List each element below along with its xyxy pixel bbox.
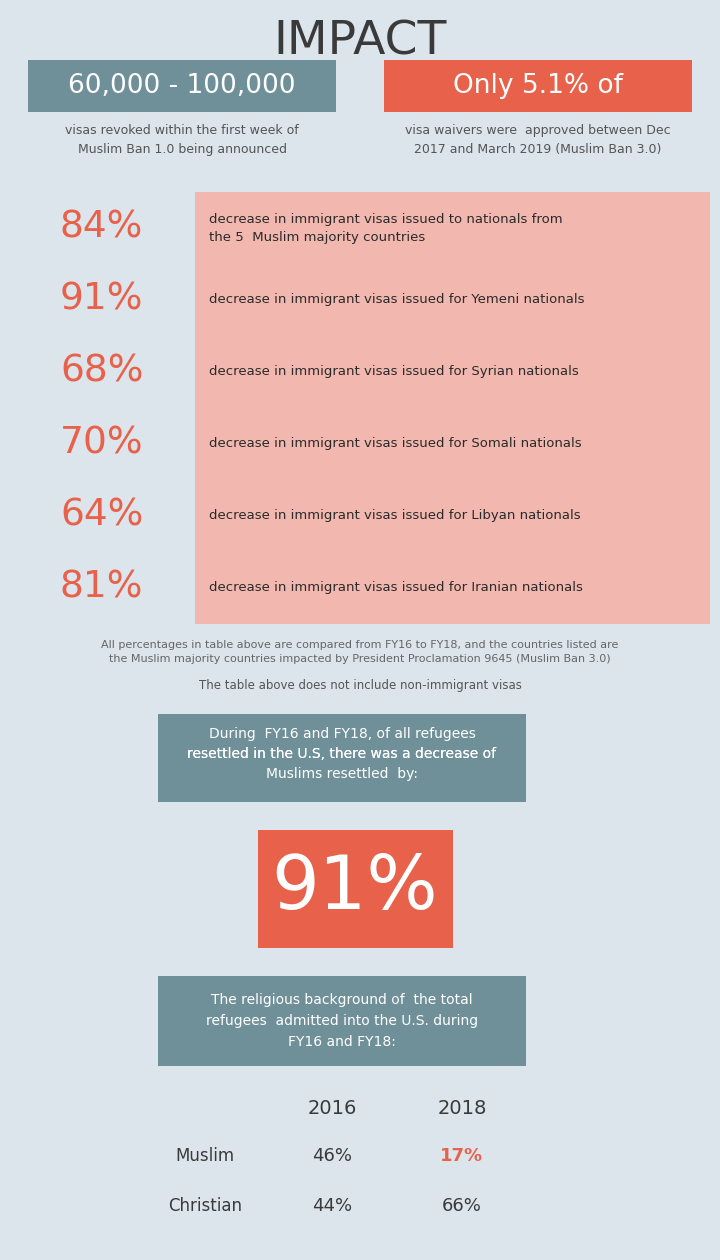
Text: The table above does not include non-immigrant visas: The table above does not include non-imm… [199,679,521,693]
Text: resettled in the U.S, there was a decrease of: resettled in the U.S, there was a decrea… [187,747,497,761]
Text: 68%: 68% [60,354,143,391]
Text: Muslim: Muslim [176,1147,235,1166]
Text: All percentages in table above are compared from FY16 to FY18, and the countries: All percentages in table above are compa… [102,640,618,664]
Text: The religious background of  the total
refugees  admitted into the U.S. during
F: The religious background of the total re… [206,993,478,1048]
Text: decrease in immigrant visas issued for Syrian nationals: decrease in immigrant visas issued for S… [209,365,579,378]
FancyBboxPatch shape [158,714,526,803]
FancyBboxPatch shape [258,830,453,948]
Text: 2018: 2018 [437,1099,487,1118]
Text: decrease in immigrant visas issued to nationals from
the 5  Muslim majority coun: decrease in immigrant visas issued to na… [209,213,562,243]
Text: 17%: 17% [441,1147,484,1166]
Text: 70%: 70% [60,426,143,462]
Text: Only 5.1% of: Only 5.1% of [453,73,623,100]
Text: 64%: 64% [60,498,143,534]
Text: 91%: 91% [60,282,143,318]
FancyBboxPatch shape [384,60,692,112]
Text: 60,000 - 100,000: 60,000 - 100,000 [68,73,296,100]
Text: visas revoked within the first week of
Muslim Ban 1.0 being announced: visas revoked within the first week of M… [65,123,299,156]
Text: 84%: 84% [60,210,143,246]
Text: Christian: Christian [168,1197,242,1215]
Text: decrease in immigrant visas issued for Yemeni nationals: decrease in immigrant visas issued for Y… [209,294,585,306]
Text: 81%: 81% [60,570,143,606]
Text: Muslims resettled  by:: Muslims resettled by: [266,767,418,781]
Text: 2016: 2016 [307,1099,356,1118]
Text: 46%: 46% [312,1147,352,1166]
Text: During  FY16 and FY18, of all refugees: During FY16 and FY18, of all refugees [209,727,475,741]
Text: IMPACT: IMPACT [274,19,446,64]
Text: resettled in the U.S, there was a decrease of: resettled in the U.S, there was a decrea… [187,747,497,761]
Text: 91%: 91% [271,853,438,926]
Text: decrease in immigrant visas issued for Iranian nationals: decrease in immigrant visas issued for I… [209,582,583,595]
Text: 44%: 44% [312,1197,352,1215]
Text: decrease in immigrant visas issued for Somali nationals: decrease in immigrant visas issued for S… [209,437,582,451]
Text: decrease in immigrant visas issued for Libyan nationals: decrease in immigrant visas issued for L… [209,509,580,523]
FancyBboxPatch shape [195,192,710,624]
Text: visa waivers were  approved between Dec
2017 and March 2019 (Muslim Ban 3.0): visa waivers were approved between Dec 2… [405,123,671,156]
FancyBboxPatch shape [28,60,336,112]
Text: 66%: 66% [442,1197,482,1215]
FancyBboxPatch shape [158,976,526,1066]
